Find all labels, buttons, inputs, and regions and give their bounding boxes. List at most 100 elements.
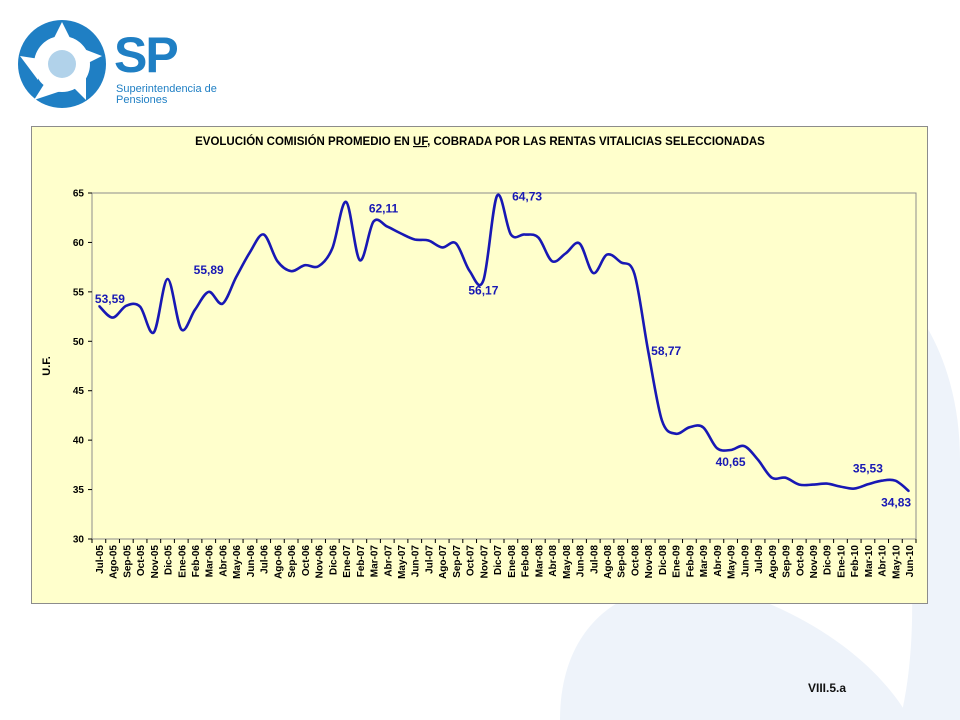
data-point <box>304 264 306 266</box>
title-underlined-word: UF <box>413 136 428 148</box>
data-point <box>867 483 869 485</box>
data-point <box>290 270 292 272</box>
data-point <box>647 350 649 352</box>
data-point <box>702 426 704 428</box>
data-point <box>812 484 814 486</box>
data-point <box>730 449 732 451</box>
data-label: 53,59 <box>95 292 125 306</box>
data-point <box>221 303 224 305</box>
data-point <box>482 279 484 281</box>
data-point <box>180 328 182 330</box>
data-point <box>853 488 855 490</box>
x-tick-label: Feb-10 <box>850 545 861 578</box>
x-axis: Jul-05 Ago-05 Sep-05 Oct-05 Nov-05 Dic-05 Ene-… <box>91 539 917 579</box>
x-tick-label: Oct-09 <box>795 545 806 577</box>
data-point <box>675 433 677 435</box>
data-point <box>510 233 512 236</box>
data-label: 34,83 <box>881 495 911 509</box>
data-point <box>633 273 636 275</box>
x-tick-label: Mar-06 <box>205 545 216 578</box>
y-tick-label: 60 <box>73 238 85 249</box>
x-tick-label: Sep-09 <box>782 545 793 578</box>
x-tick-label: Sep-07 <box>452 545 463 578</box>
x-tick-label: Mar-07 <box>370 545 381 578</box>
data-label: 64,73 <box>512 190 542 204</box>
x-tick-label: Oct-05 <box>136 545 147 577</box>
data-point <box>496 195 498 197</box>
data-point <box>771 477 773 479</box>
data-point <box>839 486 842 488</box>
x-tick-label: Mar-09 <box>699 545 710 578</box>
superintendencia-logo: SP Superintendencia de Pensiones <box>14 16 234 112</box>
x-tick-label: May-09 <box>727 545 738 579</box>
x-tick-label: Abr-08 <box>548 545 559 577</box>
x-tick-label: Oct-07 <box>466 545 477 577</box>
x-tick-label: Dic-09 <box>823 545 834 575</box>
y-axis: 30 35 40 45 50 55 60 65 <box>73 189 92 546</box>
x-tick-label: Feb-09 <box>685 545 696 578</box>
brand-subtitle: Superintendencia de Pensiones <box>116 84 236 106</box>
data-point <box>826 483 828 485</box>
x-tick-label: May-08 <box>562 545 573 579</box>
x-tick-label: Dic-08 <box>658 545 669 575</box>
data-label: 58,77 <box>651 344 681 358</box>
x-tick-label: Sep-05 <box>122 545 133 578</box>
data-point <box>578 242 581 244</box>
data-point <box>414 238 416 241</box>
data-point <box>784 477 787 479</box>
data-point <box>153 331 155 333</box>
data-label: 62,11 <box>369 202 399 216</box>
x-tick-label: Jun-07 <box>411 545 422 578</box>
data-point <box>263 233 265 236</box>
x-tick-label: Ago-06 <box>273 545 284 579</box>
x-tick-label: Nov-08 <box>644 545 655 579</box>
data-point <box>98 305 100 307</box>
data-point <box>112 317 114 319</box>
data-point <box>441 246 443 248</box>
plot-area <box>91 192 917 540</box>
x-tick-label: May-10 <box>891 545 902 579</box>
x-tick-label: May-06 <box>232 545 243 579</box>
data-point <box>620 261 622 263</box>
data-point <box>235 276 237 278</box>
data-point <box>469 270 471 272</box>
x-tick-label: Ene-09 <box>672 545 683 578</box>
x-tick-label: Sep-08 <box>617 545 628 578</box>
data-point <box>400 232 402 235</box>
y-tick-label: 55 <box>73 287 85 298</box>
y-axis-label: U.F. <box>41 356 53 376</box>
slide-code: VIII.5.a <box>808 681 847 695</box>
data-point <box>661 419 663 421</box>
x-tick-label: Feb-08 <box>521 545 532 578</box>
x-tick-label: Nov-07 <box>479 545 490 579</box>
brand-subtitle-line1: Superintendencia de <box>116 83 217 95</box>
data-point <box>125 305 127 307</box>
data-point <box>524 233 526 236</box>
line-chart: EVOLUCIÓN COMISIÓN PROMEDIO EN UF, COBRA… <box>41 135 917 579</box>
x-tick-label: Dic-07 <box>493 545 504 575</box>
data-point <box>688 426 691 428</box>
data-point <box>359 259 361 261</box>
y-tick-label: 35 <box>73 485 85 496</box>
brand-wordmark: SP <box>114 27 179 83</box>
x-tick-label: May-07 <box>397 545 408 579</box>
x-tick-label: Dic-05 <box>164 545 175 575</box>
data-point <box>565 252 567 254</box>
data-point <box>249 251 251 253</box>
x-tick-label: Oct-06 <box>301 545 312 577</box>
data-point <box>551 260 553 262</box>
data-point <box>894 480 897 482</box>
data-label: 55,89 <box>194 263 224 277</box>
data-point <box>455 242 457 244</box>
x-tick-label: Abr-09 <box>713 545 724 577</box>
x-tick-label: Jun-06 <box>246 545 257 578</box>
x-tick-label: Feb-07 <box>356 545 367 578</box>
x-tick-label: Nov-06 <box>315 545 326 579</box>
x-tick-label: Jul-07 <box>424 545 435 574</box>
x-tick-label: Abr-10 <box>878 545 889 577</box>
data-point <box>372 221 375 223</box>
x-tick-label: Ago-07 <box>438 545 449 579</box>
x-tick-label: Jul-06 <box>260 545 271 574</box>
data-label: 35,53 <box>853 461 883 475</box>
x-tick-label: Jun-10 <box>905 545 916 578</box>
